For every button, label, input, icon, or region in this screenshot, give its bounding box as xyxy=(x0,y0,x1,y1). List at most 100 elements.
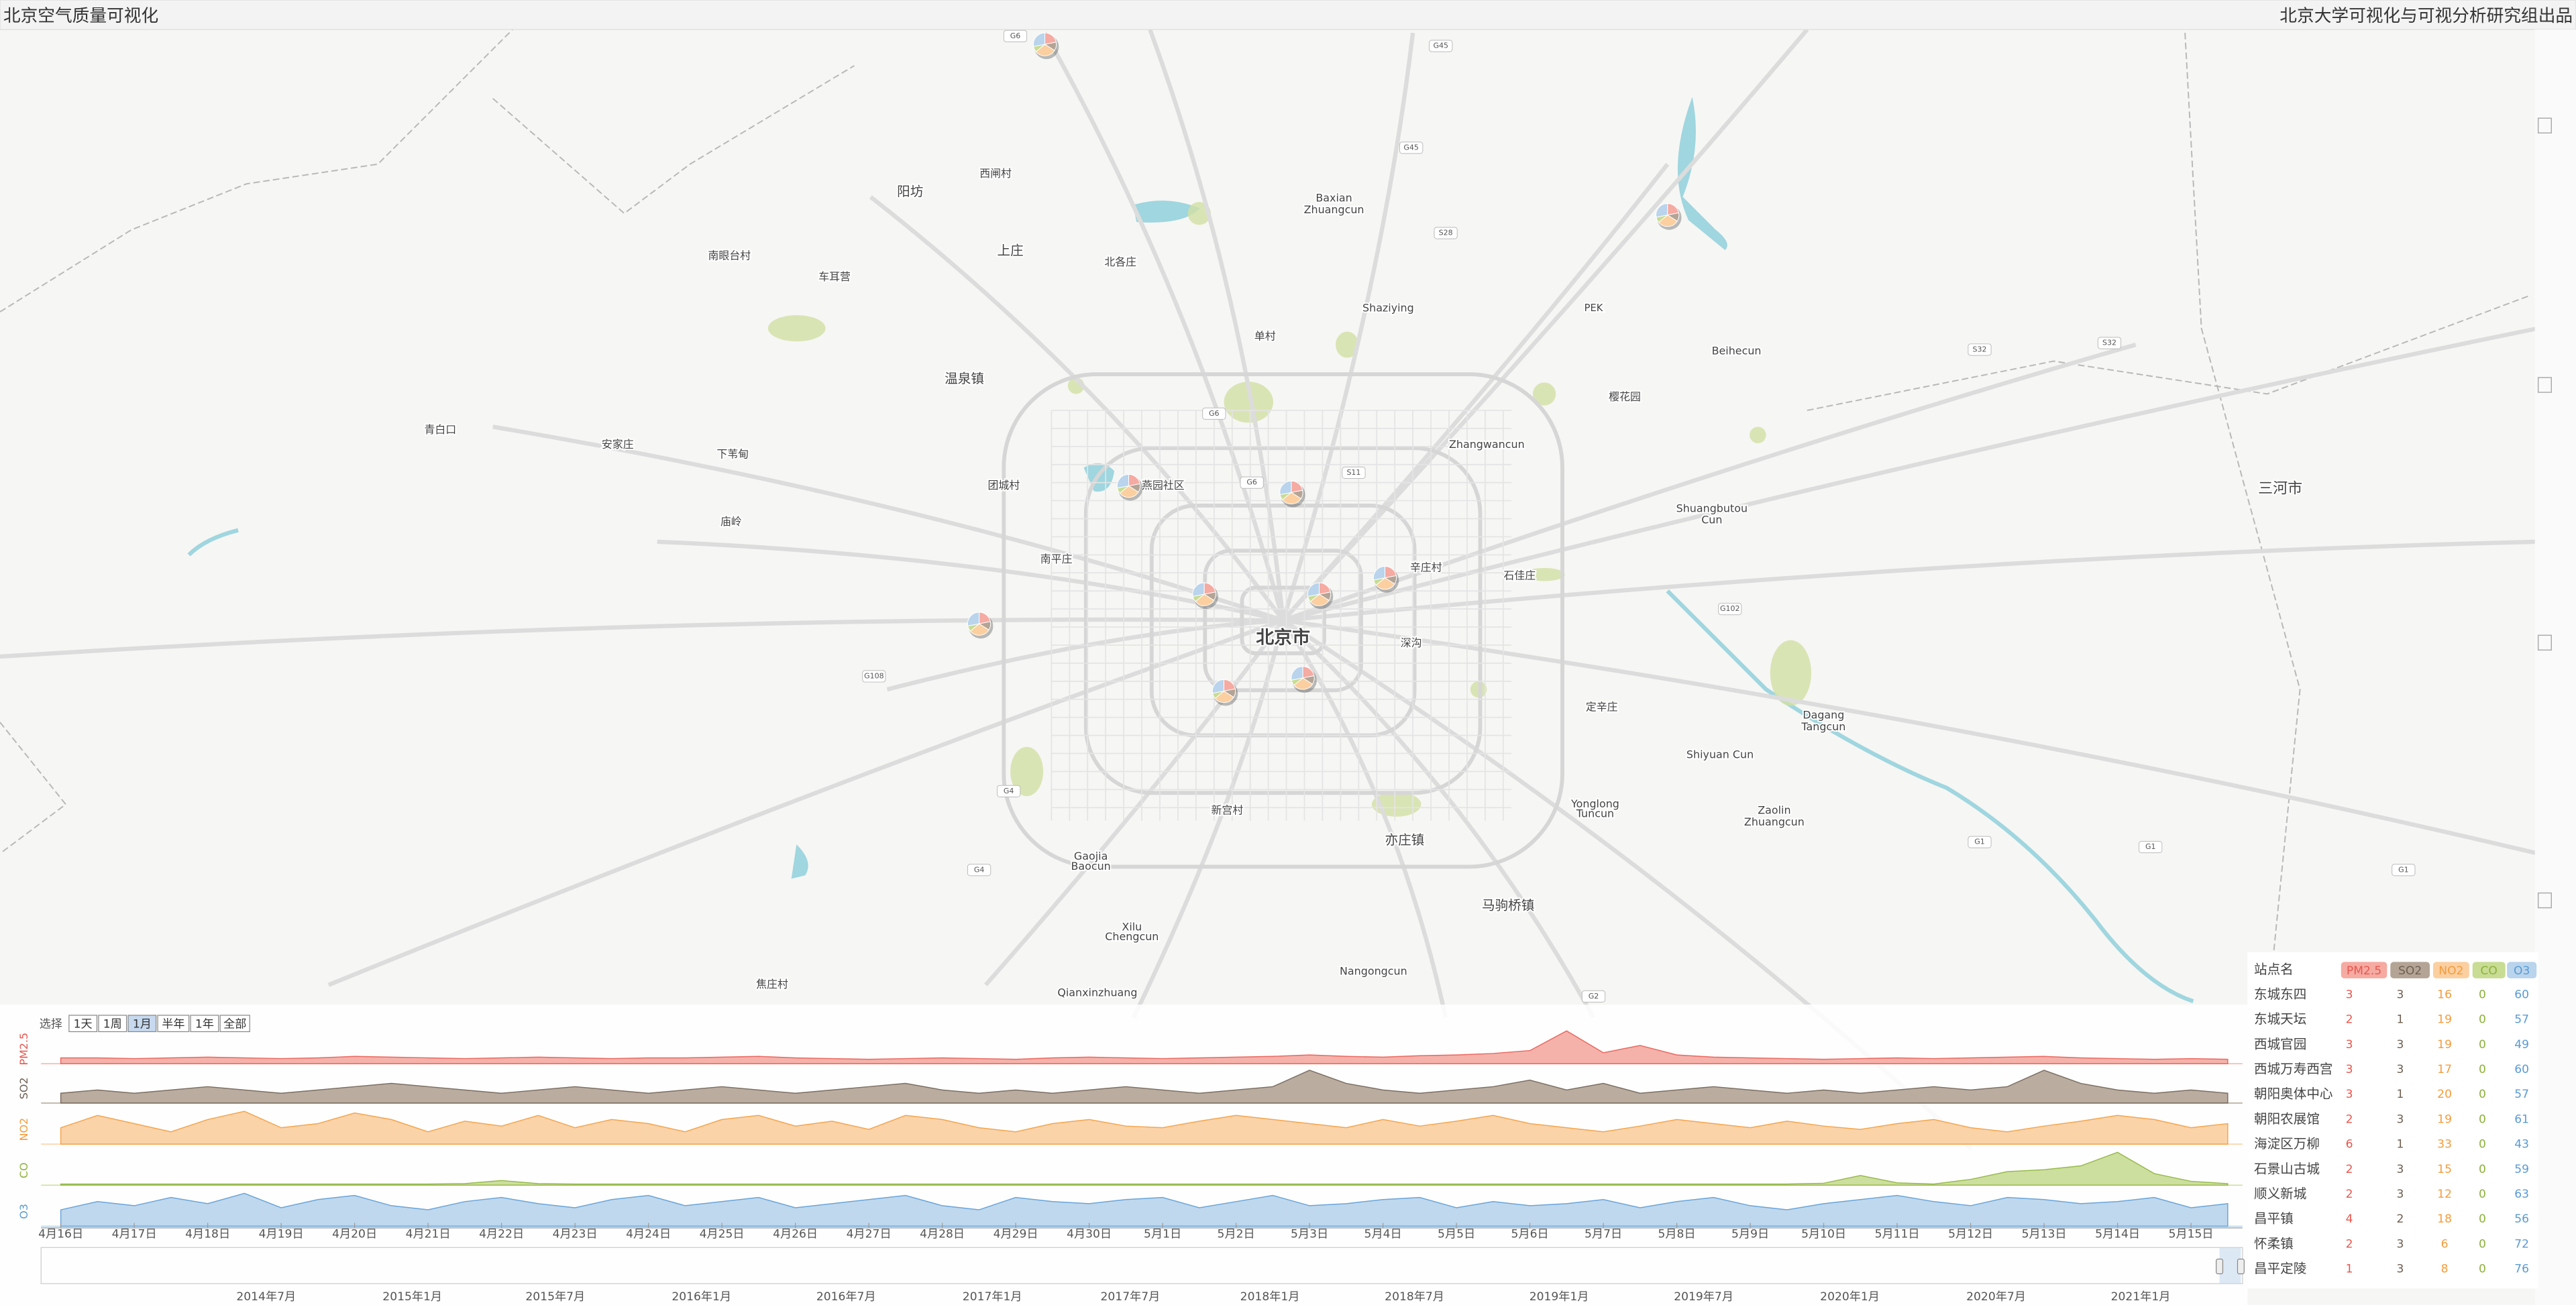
road-badge: G6 xyxy=(1010,32,1021,40)
app-title: 北京空气质量可视化 xyxy=(3,6,158,26)
column-pill[interactable] xyxy=(2472,962,2506,978)
side-strip xyxy=(2534,30,2576,1305)
overview-tick-label: 2019年7月 xyxy=(1674,1290,1733,1304)
range-button-bg[interactable] xyxy=(127,1015,157,1033)
station-marker[interactable] xyxy=(1192,582,1218,610)
table-value: 19 xyxy=(2437,1038,2452,1052)
station-name[interactable]: 朝阳农展馆 xyxy=(2254,1111,2320,1127)
station-name[interactable]: 海淀区万柳 xyxy=(2254,1136,2320,1151)
place-label: Shiyuan Cun xyxy=(1686,748,1754,760)
overview-tick-label: 2016年1月 xyxy=(672,1290,731,1304)
column-pill[interactable] xyxy=(2390,962,2430,978)
road-badge: G4 xyxy=(1004,787,1014,795)
x-tick-label: 5月5日 xyxy=(1438,1228,1475,1241)
x-tick-label: 4月29日 xyxy=(994,1228,1038,1241)
road-badge: S11 xyxy=(1346,468,1360,477)
marker-slice xyxy=(969,623,989,636)
water xyxy=(1666,589,2194,1004)
range-button-bg[interactable] xyxy=(98,1015,127,1033)
road-badge-bg xyxy=(2392,864,2416,876)
range-button[interactable]: 1月 xyxy=(133,1017,152,1031)
overview-tick-label: 2020年7月 xyxy=(1966,1290,2026,1304)
station-marker[interactable] xyxy=(1116,473,1143,501)
station-name[interactable]: 石景山古城 xyxy=(2254,1161,2320,1176)
range-button-bg[interactable] xyxy=(68,1015,98,1033)
station-name[interactable]: 朝阳奥体中心 xyxy=(2254,1086,2333,1102)
green-area xyxy=(1770,640,1811,706)
area xyxy=(60,1151,2229,1186)
x-tick-label: 4月17日 xyxy=(112,1228,157,1241)
road-badge-bg xyxy=(1342,466,1366,479)
station-marker[interactable] xyxy=(1212,679,1238,706)
road-badge: S28 xyxy=(1439,229,1453,237)
place-label: 南眼台村 xyxy=(708,249,751,262)
brush-handle[interactable] xyxy=(2237,1258,2245,1275)
x-tick-label: 5月4日 xyxy=(1364,1228,1402,1241)
station-marker[interactable] xyxy=(967,612,994,639)
station-name[interactable]: 西城万寿西宫 xyxy=(2254,1061,2333,1076)
green-area xyxy=(1010,746,1044,797)
road-badge: G1 xyxy=(2145,842,2156,851)
water xyxy=(1678,97,1727,250)
station-name[interactable]: 西城官园 xyxy=(2254,1036,2306,1052)
table-value: 19 xyxy=(2437,1013,2452,1027)
station-name[interactable]: 昌平镇 xyxy=(2254,1211,2294,1227)
column-header[interactable]: NO2 xyxy=(2438,964,2463,978)
column-header[interactable]: PM2.5 xyxy=(2347,964,2381,978)
station-name[interactable]: 昌平定陵 xyxy=(2254,1261,2306,1276)
station-marker[interactable] xyxy=(1032,32,1059,60)
water xyxy=(187,528,239,557)
table-value: 0 xyxy=(2479,1188,2486,1201)
station-name[interactable]: 东城天坛 xyxy=(2254,1011,2306,1027)
column-pill[interactable] xyxy=(2432,962,2469,978)
station-marker[interactable] xyxy=(1307,582,1334,610)
marker-slice xyxy=(967,612,980,626)
road-badge: G102 xyxy=(1720,604,1740,613)
series-label: SO2 xyxy=(17,1078,30,1100)
column-header[interactable]: CO xyxy=(2480,964,2497,978)
x-tick-label: 4月20日 xyxy=(332,1228,377,1241)
station-marker[interactable] xyxy=(1291,666,1317,693)
x-tick-label: 5月13日 xyxy=(2022,1228,2067,1241)
station-name[interactable]: 顺义新城 xyxy=(2254,1186,2306,1202)
range-button[interactable]: 1年 xyxy=(195,1017,214,1031)
x-tick-label: 4月30日 xyxy=(1067,1228,1112,1241)
place-label: 单村 xyxy=(1254,329,1276,342)
range-button-bg[interactable] xyxy=(219,1015,250,1033)
table-value: 3 xyxy=(2346,988,2353,1001)
table-value: 6 xyxy=(2441,1237,2449,1251)
road-badge: G45 xyxy=(1433,42,1448,50)
table-value: 76 xyxy=(2514,1263,2529,1276)
table-value: 0 xyxy=(2479,1138,2486,1151)
range-button[interactable]: 全部 xyxy=(223,1017,246,1031)
column-header[interactable]: SO2 xyxy=(2398,964,2422,978)
table-value: 12 xyxy=(2437,1188,2452,1201)
table-value: 2 xyxy=(2346,1113,2353,1126)
range-button[interactable]: 1周 xyxy=(103,1017,122,1031)
range-button-bg[interactable] xyxy=(190,1015,219,1033)
range-button[interactable]: 半年 xyxy=(162,1017,184,1031)
x-tick-label: 4月18日 xyxy=(185,1228,230,1241)
boundary xyxy=(0,722,67,854)
range-button[interactable]: 1天 xyxy=(74,1017,93,1031)
table-value: 3 xyxy=(2397,1113,2404,1126)
station-marker[interactable] xyxy=(1279,480,1305,508)
station-name[interactable]: 东城东四 xyxy=(2254,986,2306,1002)
range-button-bg[interactable] xyxy=(157,1015,190,1033)
station-marker[interactable] xyxy=(1656,203,1682,230)
column-header[interactable]: O3 xyxy=(2514,964,2530,978)
road-badge-bg xyxy=(2139,841,2163,854)
station-name[interactable]: 怀柔镇 xyxy=(2254,1236,2294,1251)
table-value: 0 xyxy=(2479,1263,2486,1276)
brush-handle[interactable] xyxy=(2216,1258,2224,1275)
column-pill[interactable] xyxy=(2507,962,2537,978)
x-tick-label: 5月11日 xyxy=(1875,1228,1920,1241)
map[interactable]: 阳坊西闸村BaxianZhuangcun南眼台村车耳营上庄北各庄Shaziyin… xyxy=(0,0,2539,1151)
place-label: 团城村 xyxy=(987,479,1020,492)
table-value: 3 xyxy=(2397,1188,2404,1201)
column-pill[interactable] xyxy=(2341,962,2387,978)
place-label: 北京市 xyxy=(1256,627,1310,648)
road-badge: G1 xyxy=(1974,838,1985,846)
station-marker[interactable] xyxy=(1373,566,1399,593)
table-value: 3 xyxy=(2397,1163,2404,1176)
